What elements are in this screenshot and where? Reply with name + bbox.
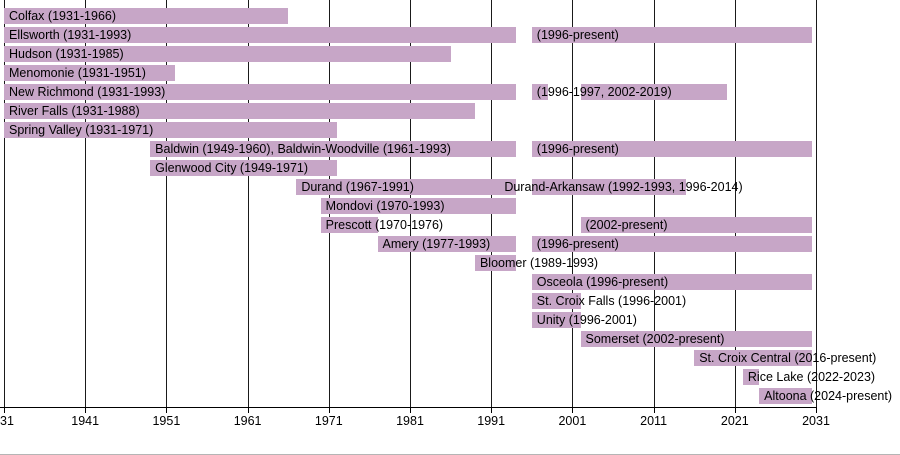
timeline-bar xyxy=(4,84,516,100)
timeline-bar-label: (1996-present) xyxy=(536,28,619,42)
timeline-bar-label: (2002-present) xyxy=(585,218,668,232)
timeline-bar-label: Amery (1977-1993) xyxy=(382,237,491,251)
timeline-bar xyxy=(742,369,760,385)
timeline-bar xyxy=(4,27,516,43)
timeline-bar-label: (1996-1997, 2002-2019) xyxy=(536,85,672,99)
timeline-bar xyxy=(150,160,337,176)
x-axis-tick-label: 1981 xyxy=(396,414,424,428)
x-axis-tick-label: 2011 xyxy=(640,414,668,428)
timeline-bar-label: Glenwood City (1949-1971) xyxy=(155,161,309,175)
x-axis-tick xyxy=(328,407,330,413)
timeline-bar xyxy=(580,84,727,100)
timeline-bar xyxy=(296,179,516,195)
timeline-bar xyxy=(694,350,812,366)
timeline-bar xyxy=(150,141,516,157)
timeline-bar-label: Rice Lake (2022-2023) xyxy=(747,370,876,384)
timeline-bar-label: Colfax (1931-1966) xyxy=(9,9,117,23)
x-axis-tick xyxy=(491,407,493,413)
timeline-bar-label: St. Croix Falls (1996-2001) xyxy=(536,294,687,308)
timeline-bar-label: Altoona (2024-present) xyxy=(764,389,893,403)
timeline-bar xyxy=(4,122,337,138)
x-axis-tick-label: 1951 xyxy=(152,414,181,428)
timeline-bar-label: Bloomer (1989-1993) xyxy=(479,256,599,270)
timeline-bar-label: Durand-Arkansaw (1992-1993, 1996-2014) xyxy=(504,180,743,194)
timeline-bar xyxy=(377,236,516,252)
x-axis-tick-label: 1941 xyxy=(71,414,100,428)
x-axis-line xyxy=(0,407,817,408)
timeline-bar xyxy=(531,312,581,328)
x-axis-tick-label: 1961 xyxy=(233,414,262,428)
x-axis-tick xyxy=(572,407,574,413)
x-axis-tick xyxy=(4,407,5,413)
timeline-bar-label: Osceola (1996-present) xyxy=(536,275,669,289)
decade-gridline xyxy=(166,0,168,407)
timeline-bar-label: Durand (1967-1991) xyxy=(301,180,414,194)
x-axis-tick-label: 2021 xyxy=(720,414,749,428)
x-axis-tick xyxy=(85,407,87,413)
timeline-bar-label: (1996-present) xyxy=(536,142,619,156)
decade-gridline xyxy=(653,0,655,407)
timeline-bar-label: River Falls (1931-1988) xyxy=(9,104,140,118)
decade-gridline xyxy=(816,0,817,407)
decade-gridline xyxy=(247,0,249,407)
timeline-bar xyxy=(531,179,687,195)
timeline-bar-label: Ellsworth (1931-1993) xyxy=(9,28,132,42)
timeline-bar xyxy=(580,331,812,347)
timeline-bar-label: Unity (1996-2001) xyxy=(536,313,637,327)
x-axis-tick-label: 31 xyxy=(0,414,14,428)
timeline-bar xyxy=(320,198,516,214)
timeline-bar-label: Prescott (1970-1976) xyxy=(325,218,444,232)
timeline-bar xyxy=(4,103,475,119)
timeline-bar-label: Menomonie (1931-1951) xyxy=(9,66,146,80)
timeline-bar-label: Mondovi (1970-1993) xyxy=(325,199,445,213)
timeline-bar-label: St. Croix Central (2016-present) xyxy=(699,351,877,365)
timeline-bar-label: Somerset (2002-present) xyxy=(585,332,725,346)
decade-gridline xyxy=(85,0,87,407)
timeline-bar xyxy=(531,141,812,157)
timeline-bar-label: Hudson (1931-1985) xyxy=(9,47,124,61)
timeline-bar xyxy=(4,65,175,81)
timeline-bar xyxy=(759,388,812,404)
timeline-bar-label: Spring Valley (1931-1971) xyxy=(9,123,154,137)
timeline-bar xyxy=(531,293,581,309)
x-axis-tick xyxy=(734,407,736,413)
x-axis-tick xyxy=(653,407,655,413)
x-axis-tick-label: 1991 xyxy=(477,414,506,428)
timeline-bar-label: New Richmond (1931-1993) xyxy=(9,85,166,99)
timeline-bar-label: Baldwin (1949-1960), Baldwin-Woodville (… xyxy=(155,142,451,156)
decade-gridline xyxy=(572,0,574,407)
timeline-bar xyxy=(320,217,378,233)
decade-gridline xyxy=(4,0,5,407)
decade-gridline xyxy=(734,0,736,407)
timeline-bar xyxy=(531,84,549,100)
x-axis-tick-label: 2031 xyxy=(802,414,830,428)
timeline-bar xyxy=(531,236,812,252)
x-axis-tick xyxy=(166,407,168,413)
x-axis-tick-label: 1971 xyxy=(314,414,343,428)
timeline-bar-label: (1996-present) xyxy=(536,237,619,251)
timeline-bar xyxy=(531,27,812,43)
x-axis-tick xyxy=(816,407,817,413)
timeline-bar xyxy=(4,46,451,62)
timeline-bar xyxy=(474,255,516,271)
x-axis-tick xyxy=(247,407,249,413)
timeline-bar xyxy=(4,8,289,24)
timeline-bar xyxy=(580,217,812,233)
x-axis-tick-label: 2001 xyxy=(558,414,587,428)
x-axis-tick xyxy=(410,407,411,413)
timeline-bar xyxy=(531,274,812,290)
